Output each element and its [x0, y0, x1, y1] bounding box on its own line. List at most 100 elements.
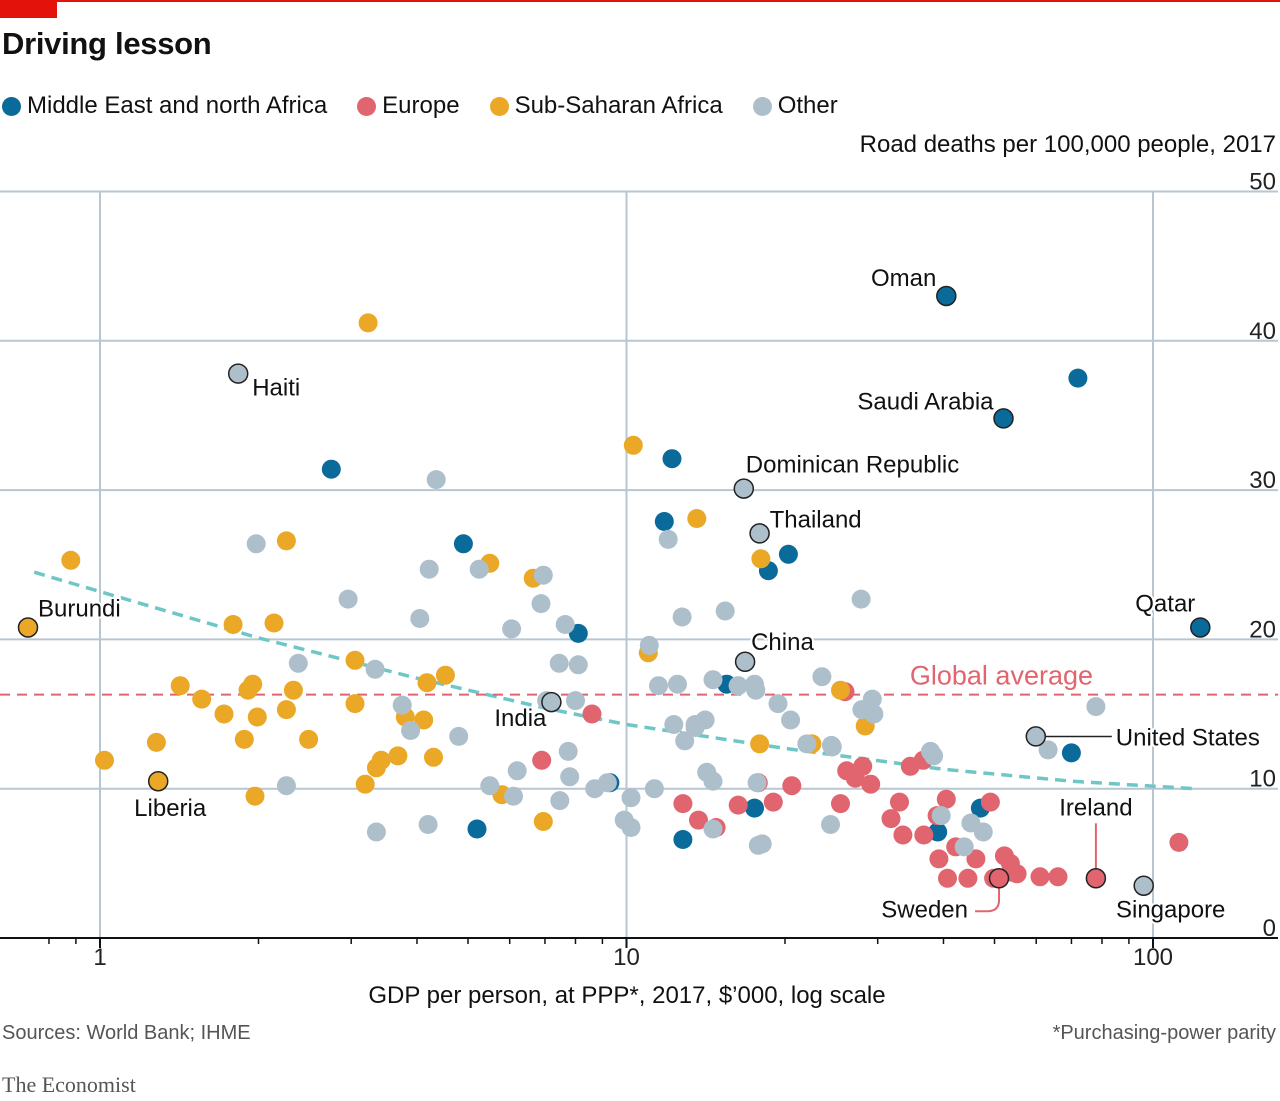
point-sub-saharan-africa: [623, 435, 643, 455]
point-other: [449, 726, 469, 746]
point-europe: [728, 795, 748, 815]
leader-sweden: [975, 888, 1001, 913]
point-middle-east-and-north-africa: [321, 459, 341, 479]
point-other: [954, 837, 974, 857]
point-other: [695, 710, 715, 730]
label-dominican-republic: Dominican Republic: [746, 452, 959, 479]
point-other: [973, 822, 993, 842]
point-other: [862, 689, 882, 709]
point-europe: [831, 794, 850, 814]
legend-item-europe: Europe: [357, 92, 460, 120]
point-other: [703, 771, 723, 791]
highlight-point-india: [541, 691, 562, 713]
label-india: India: [494, 705, 547, 732]
highlight-point-burundi: [17, 617, 39, 638]
point-europe: [782, 776, 802, 796]
point-sub-saharan-africa: [414, 710, 434, 730]
point-other: [426, 470, 446, 490]
label-burundi: Burundi: [38, 596, 121, 623]
point-other: [924, 746, 944, 766]
point-other: [338, 589, 358, 609]
highlight-point-singapore: [1133, 875, 1154, 896]
x-tick-label-10: 10: [613, 944, 640, 971]
point-other: [246, 534, 266, 554]
point-sub-saharan-africa: [223, 615, 243, 634]
point-sub-saharan-africa: [388, 746, 408, 766]
data-points: [61, 286, 1210, 888]
point-sub-saharan-africa: [276, 700, 296, 720]
legend-item-mena: Middle East and north Africa: [2, 92, 327, 120]
point-europe: [673, 794, 693, 814]
point-europe: [893, 825, 913, 845]
annotations: Oman Haiti Saudi Arabia Dominican Republic T…: [17, 263, 1262, 926]
point-other: [668, 674, 687, 694]
footnote: *Purchasing-power parity: [1052, 1022, 1276, 1044]
point-other: [549, 653, 569, 673]
highlight-point-saudi-arabia: [993, 408, 1014, 429]
point-other: [365, 659, 385, 679]
x-tick-label-100: 100: [1133, 944, 1173, 971]
point-other: [504, 786, 523, 806]
highlight-point-qatar: [1190, 617, 1211, 638]
point-sub-saharan-africa: [245, 786, 265, 806]
point-middle-east-and-north-africa: [673, 830, 693, 849]
point-middle-east-and-north-africa: [1068, 368, 1088, 388]
legend-label-europe: Europe: [382, 92, 460, 119]
point-other: [672, 607, 692, 627]
top-rule: [0, 0, 1280, 2]
point-europe: [881, 809, 901, 829]
trend-line-group: [33, 570, 1195, 791]
point-europe: [1048, 867, 1068, 887]
global-average-label: Global average: [910, 661, 1093, 691]
label-sweden: Sweden: [881, 896, 968, 923]
point-other: [469, 559, 489, 579]
point-europe: [914, 825, 934, 845]
point-other: [728, 676, 748, 696]
point-other: [1086, 697, 1106, 717]
point-europe: [929, 849, 949, 869]
point-sub-saharan-africa: [831, 680, 850, 700]
point-sub-saharan-africa: [146, 732, 166, 752]
point-other: [418, 815, 438, 834]
point-sub-saharan-africa: [214, 704, 234, 724]
highlight-point-china: [734, 651, 756, 673]
source-note: Sources: World Bank; IHME: [2, 1022, 251, 1044]
point-sub-saharan-africa: [170, 676, 190, 696]
point-europe: [861, 774, 881, 794]
point-other: [781, 710, 801, 730]
point-sub-saharan-africa: [243, 674, 263, 694]
label-saudi-arabia: Saudi Arabia: [857, 388, 994, 415]
point-europe: [966, 849, 986, 869]
point-middle-east-and-north-africa: [778, 544, 798, 564]
point-other: [502, 619, 522, 639]
point-sub-saharan-africa: [751, 549, 771, 569]
x-tick-label-1: 1: [93, 944, 106, 971]
label-united-states: United States: [1116, 724, 1260, 751]
point-sub-saharan-africa: [424, 747, 443, 767]
point-other: [597, 773, 617, 793]
point-europe: [980, 792, 1000, 812]
point-other: [658, 529, 678, 549]
legend-label-other: Other: [777, 92, 838, 119]
legend-label-ssa: Sub-Saharan Africa: [514, 92, 723, 119]
chart-title: Driving lesson: [2, 26, 212, 61]
point-other: [746, 680, 766, 700]
point-other: [747, 773, 767, 793]
point-other: [644, 779, 664, 799]
point-other: [410, 609, 430, 628]
point-sub-saharan-africa: [95, 750, 114, 770]
highlight-point-dominican-republic: [733, 478, 755, 499]
point-sub-saharan-africa: [750, 734, 770, 754]
label-oman: Oman: [871, 265, 936, 292]
y-tick-label-50: 50: [1249, 169, 1276, 196]
x-axis-title: GDP per person, at PPP*, 2017, $’000, lo…: [368, 982, 885, 1009]
point-sub-saharan-africa: [345, 694, 365, 714]
highlight-point-oman: [936, 285, 957, 307]
brand-red-tag: [0, 0, 57, 18]
point-sub-saharan-africa: [247, 707, 267, 727]
point-europe: [1007, 864, 1027, 884]
highlight-point-united-states: [1025, 726, 1047, 747]
label-qatar: Qatar: [1135, 591, 1195, 618]
legend-swatch-ssa: [489, 96, 509, 116]
